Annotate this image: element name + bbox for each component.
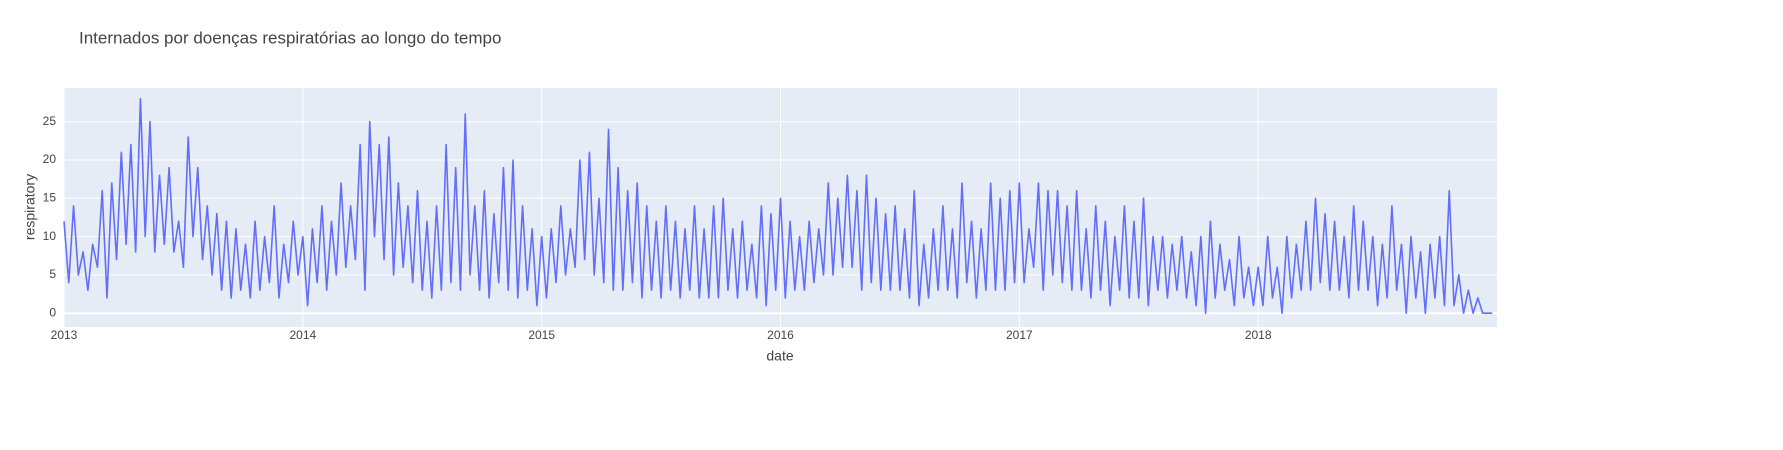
x-tick-label: 2017 bbox=[1006, 328, 1033, 342]
y-tick-label: 20 bbox=[43, 152, 57, 166]
y-tick-label: 10 bbox=[43, 229, 57, 243]
chart-title: Internados por doenças respiratórias ao … bbox=[79, 28, 501, 47]
x-axis-title: date bbox=[766, 348, 793, 364]
x-tick-label: 2014 bbox=[289, 328, 316, 342]
y-tick-label: 5 bbox=[49, 267, 56, 281]
y-tick-label: 0 bbox=[49, 305, 56, 319]
data-line bbox=[63, 97, 1493, 315]
y-tick-label: 15 bbox=[43, 190, 57, 204]
x-tick-label: 2013 bbox=[51, 328, 78, 342]
y-axis-title: respiratory bbox=[22, 174, 38, 240]
x-tick-label: 2018 bbox=[1245, 328, 1272, 342]
y-tick-label: 25 bbox=[43, 114, 57, 128]
x-tick-label: 2016 bbox=[767, 328, 794, 342]
x-tick-label: 2015 bbox=[528, 328, 555, 342]
